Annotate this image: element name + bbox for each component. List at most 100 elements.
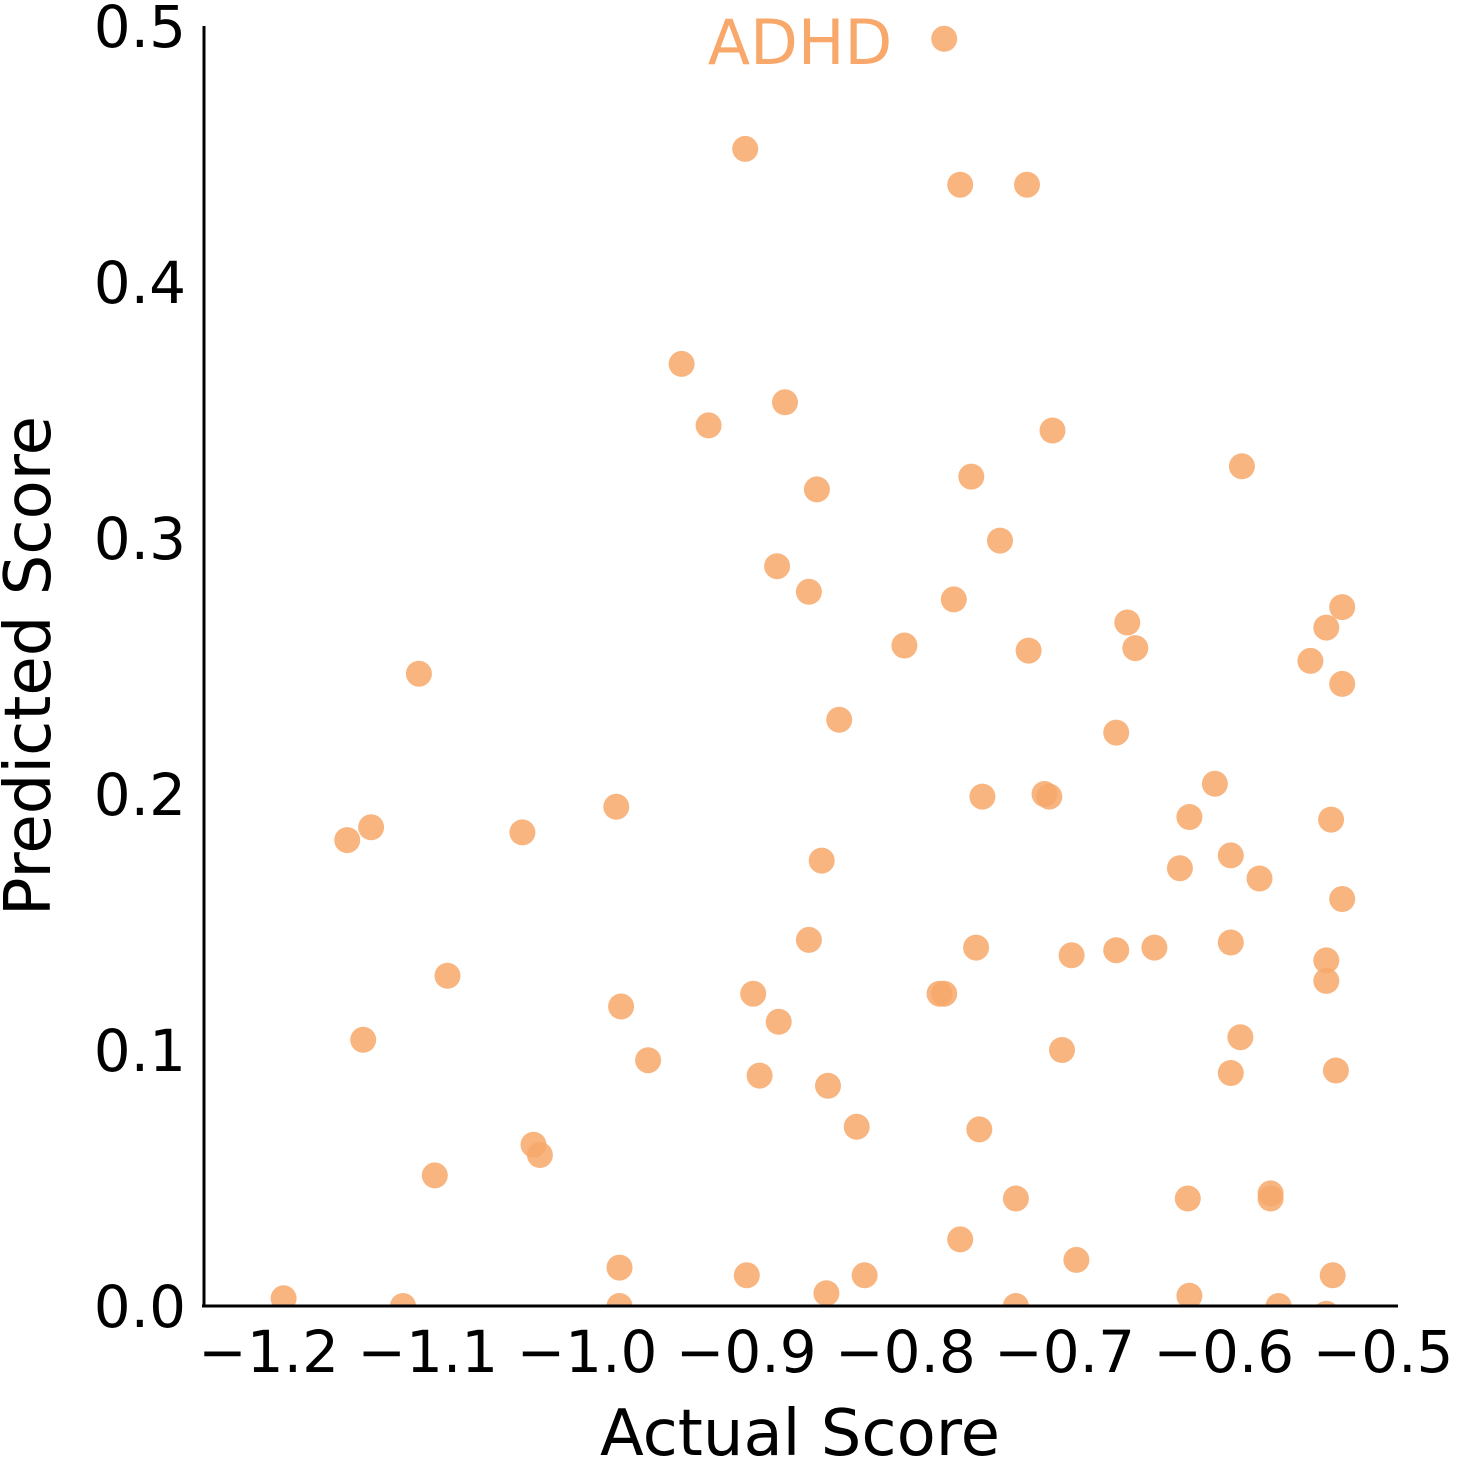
scatter-point: [1322, 1057, 1349, 1084]
scatter-point: [334, 827, 361, 854]
scatter-points: [270, 25, 1356, 1306]
scatter-point: [1176, 804, 1203, 830]
x-tick-label: −1.0: [517, 1318, 658, 1386]
scatter-point: [1141, 934, 1168, 961]
scatter-point: [1297, 647, 1324, 674]
scatter-point: [1014, 171, 1040, 198]
scatter-point: [1176, 1282, 1203, 1306]
scatter-point: [1265, 1293, 1292, 1306]
x-tick-label: −0.7: [994, 1318, 1135, 1386]
scatter-point: [815, 1072, 841, 1099]
scatter-point: [732, 135, 759, 162]
scatter-point: [764, 553, 791, 580]
scatter-point: [1174, 1185, 1201, 1212]
scatter-point: [808, 847, 835, 874]
x-tick-label: −0.9: [676, 1318, 817, 1386]
y-tick-label: 0.1: [94, 1017, 186, 1085]
scatter-point: [1201, 770, 1228, 797]
scatter-point: [795, 578, 822, 605]
scatter-point: [1257, 1185, 1284, 1212]
scatter-point: [733, 1262, 760, 1289]
x-tick-label: −0.8: [835, 1318, 976, 1386]
y-tick-label: 0.5: [94, 0, 186, 61]
y-tick-label: 0.0: [94, 1273, 186, 1341]
scatter-point: [635, 1047, 662, 1074]
scatter-point: [963, 934, 990, 961]
scatter-point: [1049, 1037, 1075, 1063]
scatter-point: [966, 1116, 993, 1143]
scatter-point: [1002, 1185, 1029, 1212]
scatter-point: [803, 476, 830, 503]
scatter-point: [390, 1293, 416, 1306]
scatter-point: [765, 1008, 792, 1035]
scatter-point: [606, 1293, 633, 1306]
y-tick-label: 0.2: [94, 761, 186, 829]
scatter-point: [740, 980, 767, 1007]
scatter-point: [1217, 929, 1244, 956]
x-tick-label: −0.5: [1313, 1318, 1454, 1386]
scatter-point: [813, 1280, 840, 1306]
scatter-point: [891, 632, 918, 659]
scatter-point: [1329, 594, 1356, 621]
scatter-point: [405, 660, 432, 687]
y-tick-label: 0.4: [94, 249, 186, 317]
y-tick-labels: 0.0 0.1 0.2 0.3 0.4 0.5: [94, 0, 186, 1341]
x-tick-label: −1.1: [357, 1318, 498, 1386]
scatter-point: [1319, 1262, 1346, 1289]
scatter-point: [1063, 1246, 1090, 1273]
scatter-point: [746, 1062, 773, 1089]
scatter-point: [695, 412, 722, 439]
scatter-point: [608, 993, 635, 1020]
scatter-point: [969, 783, 996, 810]
scatter-point: [526, 1142, 553, 1168]
scatter-point: [931, 980, 958, 1007]
scatter-point: [1246, 865, 1273, 892]
scatter-point: [1318, 806, 1345, 833]
scatter-point: [606, 1254, 633, 1281]
scatter-point: [1313, 947, 1340, 974]
x-tick-labels: −1.2 −1.1 −1.0 −0.9 −0.8 −0.7 −0.6 −0.5: [198, 1318, 1453, 1386]
x-tick-label: −1.2: [198, 1318, 339, 1386]
scatter-point: [1329, 886, 1356, 912]
scatter-point: [947, 171, 974, 198]
scatter-point: [358, 814, 385, 841]
scatter-point: [1103, 937, 1130, 964]
scatter-point: [795, 926, 822, 953]
scatter-point: [931, 25, 958, 52]
scatter-point: [958, 463, 985, 490]
scatter-point: [1114, 609, 1141, 636]
scatter-point: [843, 1113, 870, 1140]
annotation-label: ADHD: [708, 6, 893, 79]
x-tick-label: −0.6: [1153, 1318, 1294, 1386]
scatter-point: [1122, 635, 1149, 662]
x-axis-label: Actual Score: [600, 1397, 1000, 1469]
scatter-point: [350, 1026, 377, 1053]
scatter-point: [1228, 453, 1255, 480]
scatter-point: [1329, 670, 1356, 697]
scatter-point: [940, 586, 967, 613]
scatter-point: [1039, 417, 1066, 444]
scatter-point: [668, 350, 695, 377]
scatter-point: [421, 1162, 448, 1189]
scatter-point: [1313, 614, 1340, 641]
scatter-point: [1313, 967, 1340, 994]
scatter-point: [1015, 637, 1042, 664]
scatter-point: [270, 1285, 297, 1306]
scatter-point: [826, 706, 853, 733]
scatter-point: [1036, 783, 1063, 810]
scatter-point: [1166, 855, 1193, 882]
scatter-point: [851, 1262, 878, 1289]
scatter-point: [987, 527, 1013, 554]
y-tick-label: 0.3: [94, 505, 186, 573]
scatter-point: [509, 819, 536, 846]
scatter-point: [1217, 842, 1244, 869]
scatter-point: [947, 1226, 974, 1253]
scatter-point: [1002, 1293, 1029, 1306]
scatter-point: [1103, 719, 1130, 746]
scatter-point: [772, 389, 798, 416]
y-axis-label: Predicted Score: [0, 416, 66, 916]
scatter-point: [434, 962, 461, 989]
scatter-point: [603, 793, 630, 820]
scatter-point: [1217, 1060, 1244, 1086]
